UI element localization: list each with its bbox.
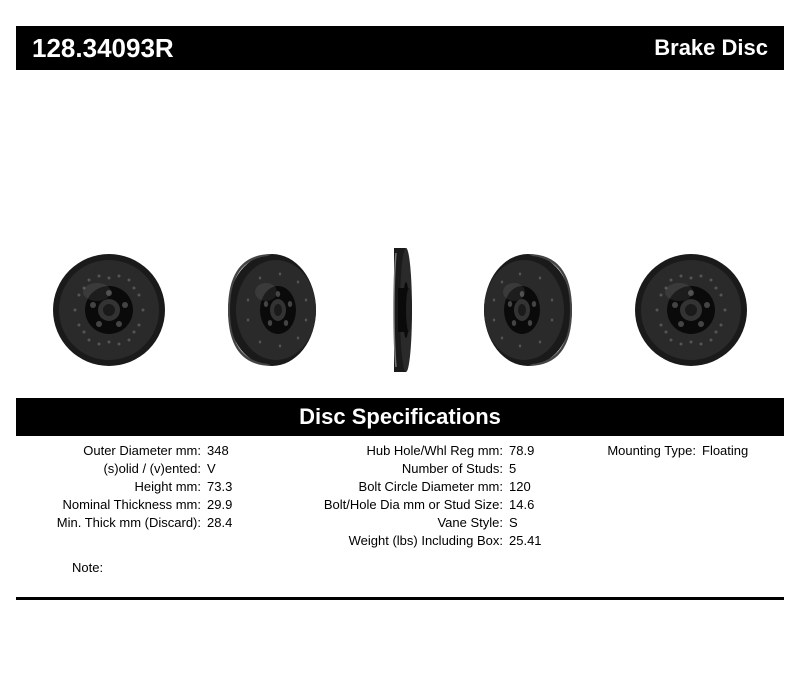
specs-column-1: Outer Diameter mm:348 (s)olid / (v)ented… [16, 442, 281, 550]
spec-row: Bolt Circle Diameter mm:120 [281, 478, 566, 496]
specs-column-2: Hub Hole/Whl Reg mm:78.9 Number of Studs… [281, 442, 566, 550]
spec-value: 5 [509, 460, 516, 478]
spec-row: Vane Style:S [281, 514, 566, 532]
spec-label: Min. Thick mm (Discard): [16, 514, 207, 532]
spec-label: Hub Hole/Whl Reg mm: [281, 442, 509, 460]
spec-row: Height mm:73.3 [16, 478, 281, 496]
spec-value: V [207, 460, 216, 478]
spec-value: 28.4 [207, 514, 232, 532]
spec-value: 29.9 [207, 496, 232, 514]
spec-label: Outer Diameter mm: [16, 442, 207, 460]
rotor-edge-view [380, 245, 420, 375]
product-type: Brake Disc [654, 35, 768, 61]
spec-label: Vane Style: [281, 514, 509, 532]
spec-row: Outer Diameter mm:348 [16, 442, 281, 460]
spec-row: Min. Thick mm (Discard):28.4 [16, 514, 281, 532]
header-bar: 128.34093R Brake Disc [16, 26, 784, 70]
spec-value: Floating [702, 442, 748, 460]
note-label: Note: [72, 560, 103, 575]
spec-label: Weight (lbs) Including Box: [281, 532, 509, 550]
rotor-back-view [631, 250, 751, 370]
product-images-row [24, 240, 776, 380]
rotor-angled-view-2 [470, 250, 580, 370]
spec-value: 25.41 [509, 532, 542, 550]
spec-label: Mounting Type: [566, 442, 702, 460]
bottom-border [16, 597, 784, 600]
spec-value: 120 [509, 478, 531, 496]
spec-label: Nominal Thickness mm: [16, 496, 207, 514]
spec-row: (s)olid / (v)ented:V [16, 460, 281, 478]
spec-row: Mounting Type:Floating [566, 442, 784, 460]
note-row: Note: [16, 560, 784, 575]
specs-column-3: Mounting Type:Floating [566, 442, 784, 550]
spec-value: 73.3 [207, 478, 232, 496]
spec-label: Number of Studs: [281, 460, 509, 478]
spec-row: Nominal Thickness mm:29.9 [16, 496, 281, 514]
rotor-angled-view-1 [220, 250, 330, 370]
spec-label: Bolt Circle Diameter mm: [281, 478, 509, 496]
spec-value: 348 [207, 442, 229, 460]
rotor-front-view [49, 250, 169, 370]
spec-label: Bolt/Hole Dia mm or Stud Size: [281, 496, 509, 514]
spec-row: Hub Hole/Whl Reg mm:78.9 [281, 442, 566, 460]
spec-row: Number of Studs:5 [281, 460, 566, 478]
part-number: 128.34093R [32, 33, 174, 64]
spec-value: 78.9 [509, 442, 534, 460]
spec-value: 14.6 [509, 496, 534, 514]
specs-title-bar: Disc Specifications [16, 398, 784, 436]
spec-label: Height mm: [16, 478, 207, 496]
spec-value: S [509, 514, 518, 532]
spec-label: (s)olid / (v)ented: [16, 460, 207, 478]
specs-grid: Outer Diameter mm:348 (s)olid / (v)ented… [16, 442, 784, 550]
spec-row: Weight (lbs) Including Box:25.41 [281, 532, 566, 550]
spec-row: Bolt/Hole Dia mm or Stud Size:14.6 [281, 496, 566, 514]
